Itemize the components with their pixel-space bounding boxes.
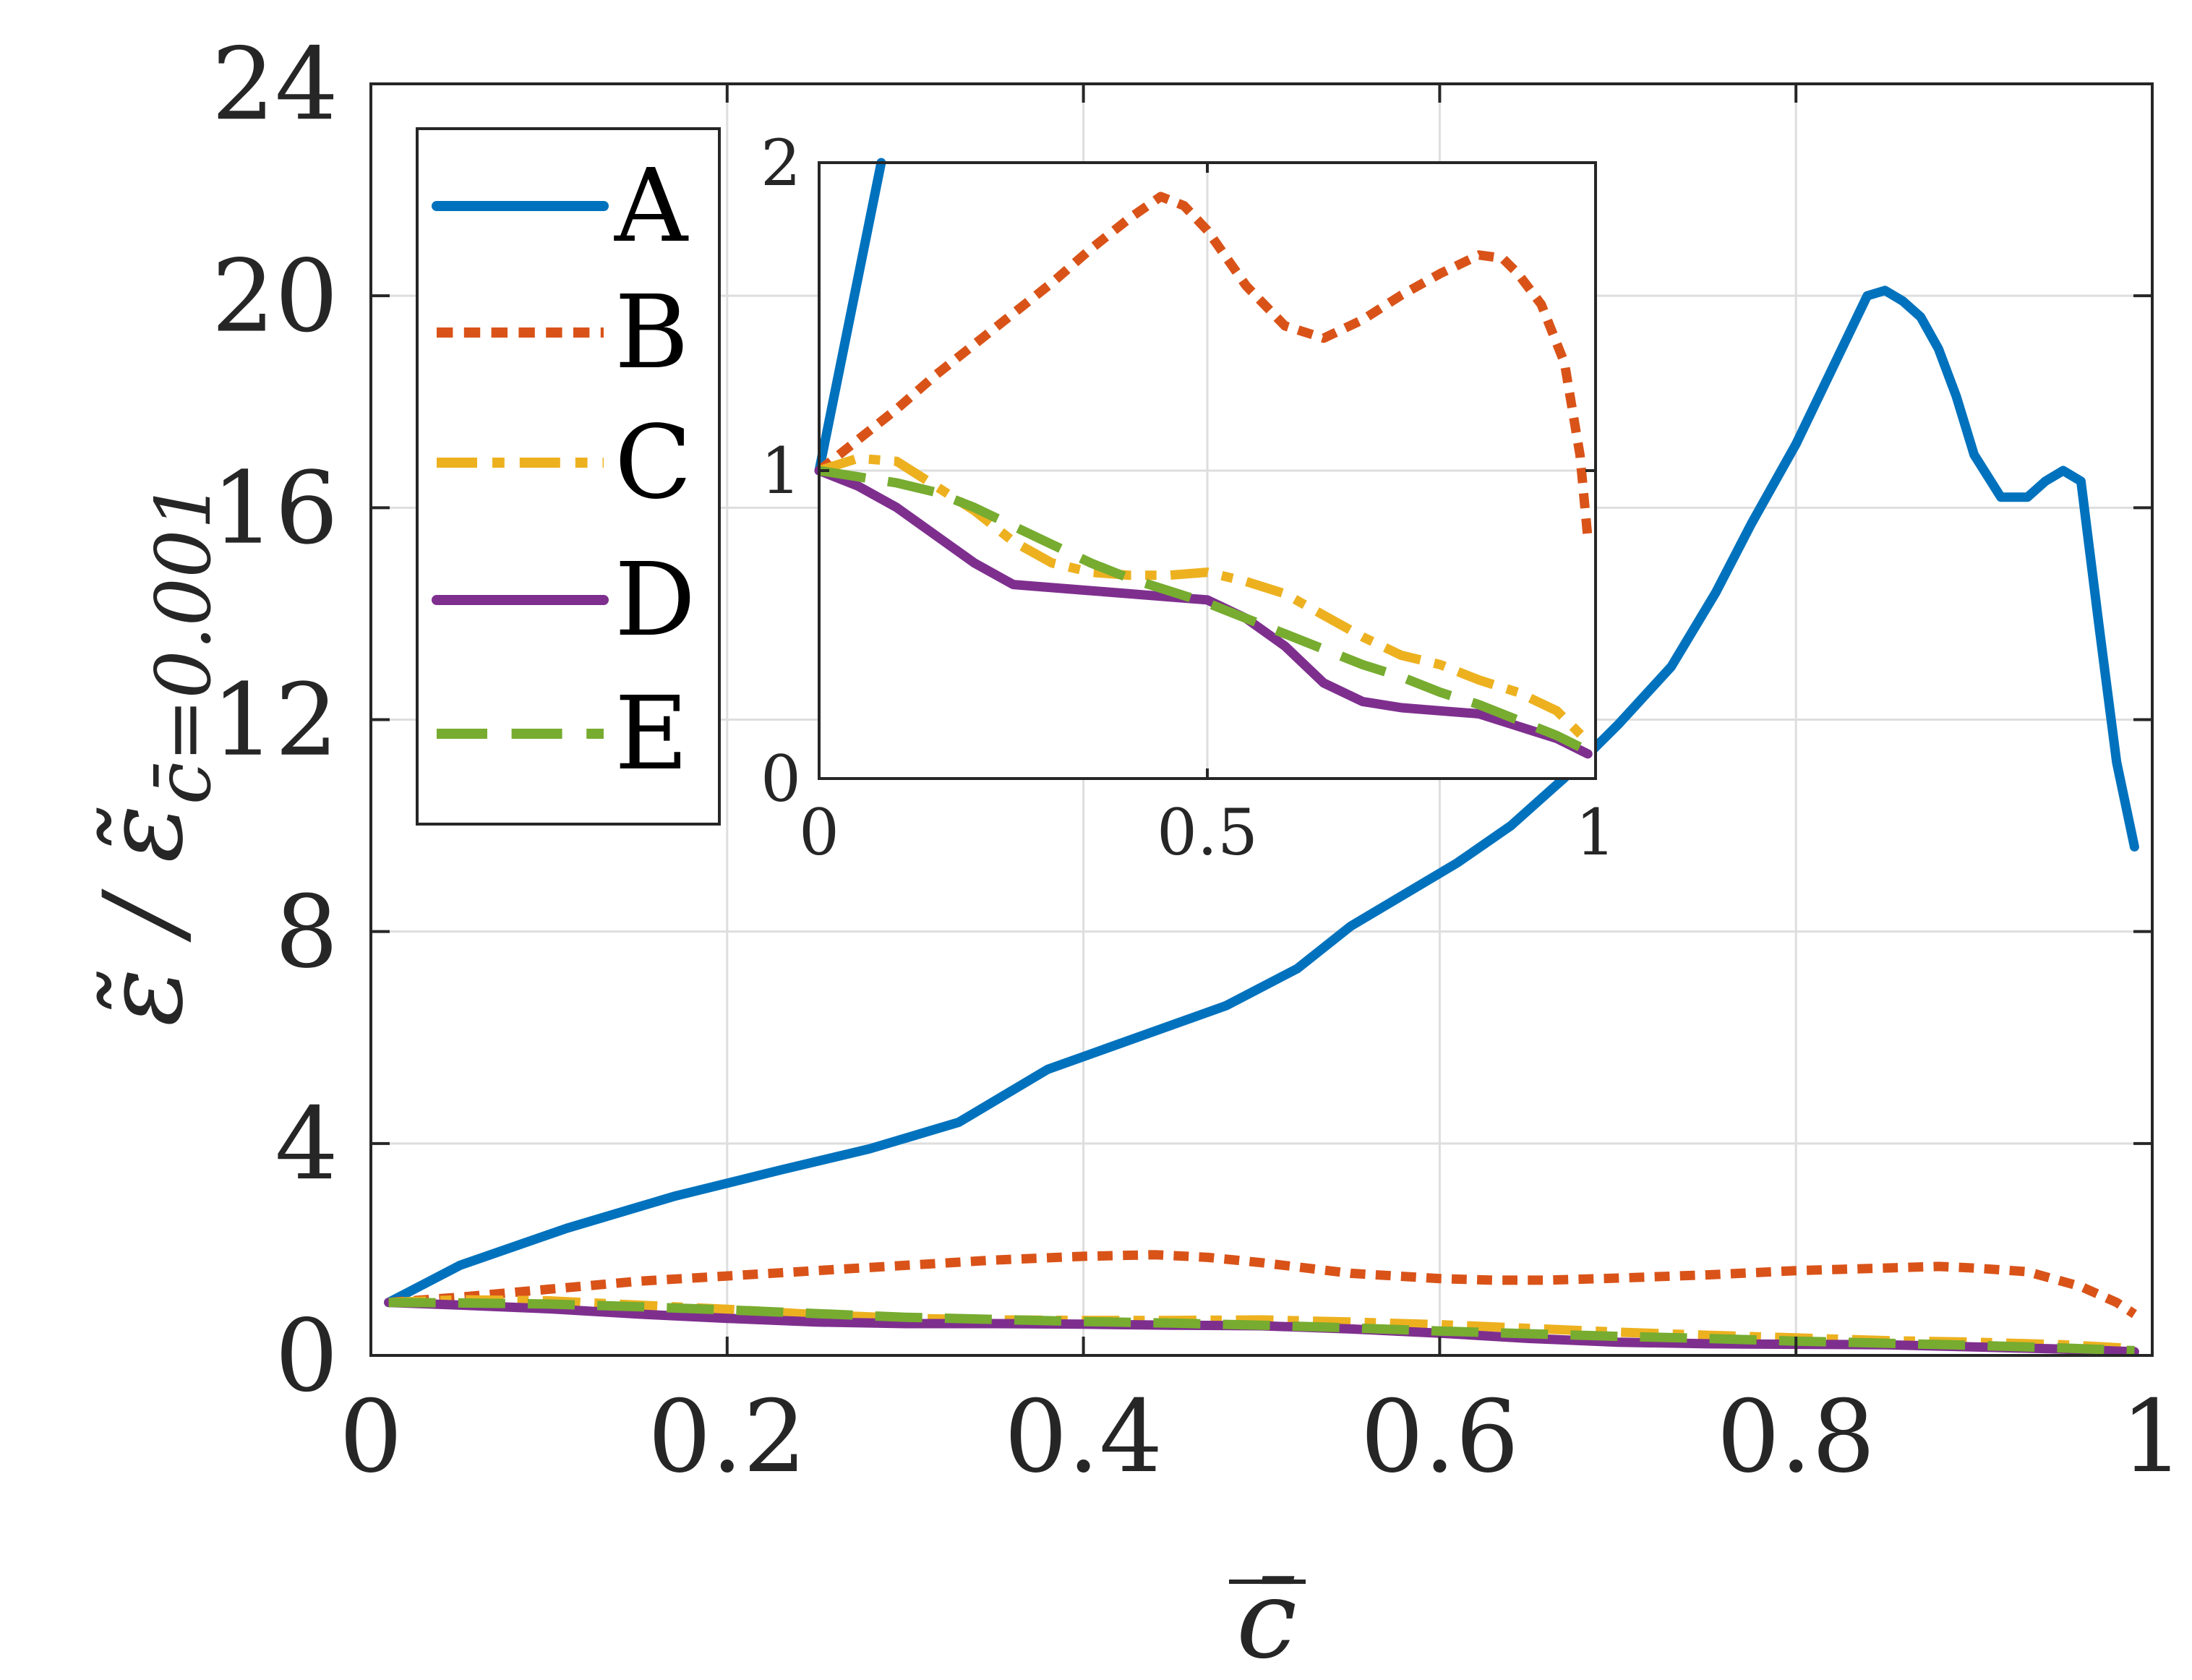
main-x-tick-label: 0.2 (648, 1379, 806, 1495)
y-axis-title-main: ε̃ / ε̃ (81, 805, 207, 1027)
main-y-tick-label: 12 (211, 662, 338, 779)
main-y-tick-label: 4 (275, 1086, 338, 1202)
inset-y-tick-label: 1 (761, 434, 801, 508)
main-x-tick-label: 0.8 (1716, 1379, 1875, 1495)
main-y-tick-labels: 0 4 8 12 16 20 24 (211, 26, 338, 1414)
main-series-a-line (384, 286, 2139, 1308)
inset-x-tick-labels: 0 0.5 1 (799, 795, 1616, 870)
inset-series-b-line (815, 192, 1593, 539)
main-series-b-line (388, 1250, 2137, 1319)
inset-x-tick-label: 0.5 (1157, 795, 1258, 870)
inset-series-d-line (814, 466, 1593, 759)
main-y-tick-label: 24 (211, 26, 338, 142)
inset-x-tick-label: 0 (799, 795, 839, 870)
legend-label-e: E (615, 675, 688, 793)
main-ticks (369, 82, 2154, 1357)
legend-label-b: B (615, 274, 689, 392)
inset-plot: 0 0.5 1 012 (761, 126, 1616, 870)
inset-x-tick-label: 1 (1575, 795, 1616, 870)
main-y-tick-label: 0 (275, 1298, 338, 1414)
main-y-tick-label: 8 (275, 874, 338, 990)
inset-grid (819, 163, 1596, 779)
main-x-tick-label: 0.6 (1361, 1379, 1519, 1495)
legend-label-a: A (614, 147, 689, 265)
inset-series-a-line (814, 158, 886, 476)
legend-label-c: C (615, 404, 692, 522)
inset-series-c-line (818, 453, 1591, 745)
x-axis-title: c̄ (1229, 1557, 1306, 1680)
main-x-tick-label: 0.4 (1004, 1379, 1163, 1495)
main-series-e-line (388, 1298, 2135, 1355)
y-axis-title: ε̃ / ε̃c̄=0.001 (81, 481, 228, 1027)
legend-label-d: D (615, 541, 695, 659)
main-y-tick-label: 16 (211, 450, 338, 567)
main-x-tick-label: 1 (2120, 1379, 2184, 1495)
inset-ticks (818, 161, 1597, 780)
inset-y-tick-label: 0 (761, 742, 801, 816)
inset-series-group (814, 158, 1593, 759)
main-y-tick-label: 20 (211, 238, 338, 354)
inset-y-tick-label: 2 (761, 126, 801, 200)
inset-y-tick-labels: 0 1 2 (761, 126, 801, 816)
main-x-tick-labels: 0 0.2 0.4 0.6 0.8 1 (339, 1379, 2184, 1495)
x-axis-title-text: c̄ (1236, 1557, 1297, 1680)
y-axis-title-subscript: c̄=0.001 (140, 481, 228, 805)
y-axis-title-text: ε̃ / ε̃c̄=0.001 (81, 481, 228, 1027)
main-x-tick-label: 0 (339, 1379, 403, 1495)
main-series-group (384, 286, 2139, 1357)
legend-box (416, 127, 721, 826)
